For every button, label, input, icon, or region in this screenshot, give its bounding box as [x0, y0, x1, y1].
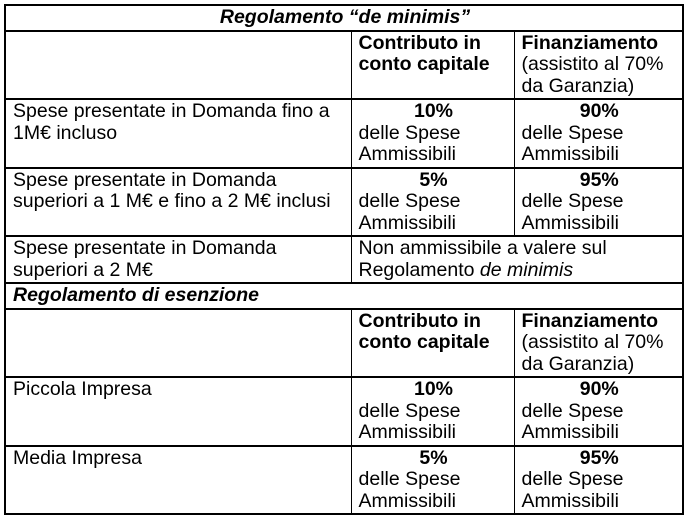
- header2-empty-cell: [4, 307, 352, 378]
- row-fino-1m-label: Spese presentate in Domanda fino a 1M€ i…: [4, 98, 352, 169]
- row-media-finanziamento-cell: 95% delle Spese Ammissibili: [513, 444, 684, 515]
- document-page: Regolamento “de minimis” Contributo in c…: [4, 4, 685, 515]
- header1-finanziamento-cell: Finanziamento (assistito al 70% da Garan…: [513, 29, 684, 100]
- finanziamento-basis: delle Spese Ammissibili: [521, 399, 624, 443]
- contributo-percent: 5%: [419, 168, 448, 191]
- finanziamento-percent: 90%: [579, 100, 619, 122]
- finanziamento-percent: 95%: [579, 168, 619, 191]
- table-row: Contributo in conto capitale Finanziamen…: [4, 307, 684, 378]
- de-minimis-italic: de minimis: [479, 258, 574, 281]
- row-fino-1m-contributo-cell: 10% delle Spese Ammissibili: [350, 98, 515, 169]
- table-row: Contributo in conto capitale Finanziamen…: [4, 29, 684, 100]
- table-row: Spese presentate in Domanda superiori a …: [4, 235, 684, 284]
- table-row: Regolamento di esenzione: [4, 282, 684, 310]
- header1-contributo-label: Contributo in conto capitale: [358, 31, 490, 75]
- header2-contributo-cell: Contributo in conto capitale: [350, 307, 515, 378]
- header2-finanziamento-label: Finanziamento: [521, 309, 659, 332]
- table-row: Spese presentate in Domanda superiori a …: [4, 166, 684, 237]
- header1-finanziamento-label: Finanziamento: [521, 31, 659, 54]
- non-ammissibile-text: Non ammissibile a valere sul Regolamento: [358, 237, 607, 281]
- finanziamento-basis: delle Spese Ammissibili: [521, 468, 624, 512]
- row-sup-2m-merged-cell: Non ammissibile a valere sul Regolamento…: [350, 235, 684, 284]
- header1-garanzia-note: (assistito al 70% da Garanzia): [521, 53, 664, 97]
- header2-finanziamento-cell: Finanziamento (assistito al 70% da Garan…: [513, 307, 684, 378]
- section1-title: Regolamento “de minimis”: [219, 6, 471, 28]
- row-fino-1m-finanziamento-cell: 90% delle Spese Ammissibili: [513, 98, 684, 169]
- table-row: Piccola Impresa 10% delle Spese Ammissib…: [4, 376, 684, 447]
- row-piccola-impresa-label: Piccola Impresa: [4, 376, 352, 447]
- row-1m-2m-contributo-cell: 5% delle Spese Ammissibili: [350, 166, 515, 237]
- row-sup-2m-label: Spese presentate in Domanda superiori a …: [4, 235, 352, 284]
- contributo-basis: delle Spese Ammissibili: [358, 468, 461, 512]
- header2-contributo-label: Contributo in conto capitale: [358, 309, 490, 353]
- section2-title-cell: Regolamento di esenzione: [4, 282, 684, 310]
- row-media-impresa-label: Media Impresa: [4, 444, 352, 515]
- finanziamento-basis: delle Spese Ammissibili: [521, 190, 624, 234]
- contributo-percent: 5%: [419, 446, 448, 469]
- finanziamento-percent: 90%: [579, 378, 619, 400]
- row-1m-2m-label: Spese presentate in Domanda superiori a …: [4, 166, 352, 237]
- finanziamento-percent: 95%: [579, 446, 619, 469]
- row-1m-2m-finanziamento-cell: 95% delle Spese Ammissibili: [513, 166, 684, 237]
- contributo-basis: delle Spese Ammissibili: [358, 399, 461, 443]
- section2-title: Regolamento di esenzione: [13, 284, 259, 306]
- header2-garanzia-note: (assistito al 70% da Garanzia): [521, 331, 664, 375]
- row-piccola-finanziamento-cell: 90% delle Spese Ammissibili: [513, 376, 684, 447]
- table-row: Regolamento “de minimis”: [4, 4, 684, 32]
- header1-empty-cell: [4, 29, 352, 100]
- finanziamento-basis: delle Spese Ammissibili: [521, 121, 624, 165]
- incentives-table: Regolamento “de minimis” Contributo in c…: [4, 4, 685, 515]
- contributo-basis: delle Spese Ammissibili: [358, 190, 461, 234]
- header1-contributo-cell: Contributo in conto capitale: [350, 29, 515, 100]
- section1-title-cell: Regolamento “de minimis”: [4, 4, 684, 32]
- row-piccola-contributo-cell: 10% delle Spese Ammissibili: [350, 376, 515, 447]
- contributo-percent: 10%: [413, 378, 454, 400]
- table-row: Media Impresa 5% delle Spese Ammissibili…: [4, 444, 684, 515]
- contributo-basis: delle Spese Ammissibili: [358, 121, 461, 165]
- contributo-percent: 10%: [413, 100, 454, 122]
- table-row: Spese presentate in Domanda fino a 1M€ i…: [4, 98, 684, 169]
- row-media-contributo-cell: 5% delle Spese Ammissibili: [350, 444, 515, 515]
